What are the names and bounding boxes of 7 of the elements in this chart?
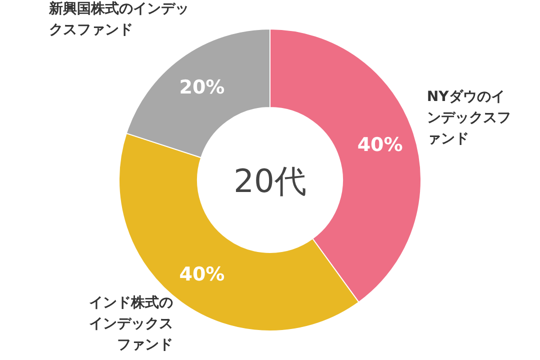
slice-label: 新興国株式のインデックスファンド	[49, 0, 190, 40]
slice-label: NYダウのインデックスファンド	[426, 88, 512, 149]
data-label: 40%	[179, 264, 225, 286]
text: 20代	[234, 162, 306, 200]
slice-label: インド株式のインデックスファンド	[88, 294, 173, 356]
data-label: 20%	[179, 76, 225, 98]
data-label: 40%	[357, 134, 403, 156]
